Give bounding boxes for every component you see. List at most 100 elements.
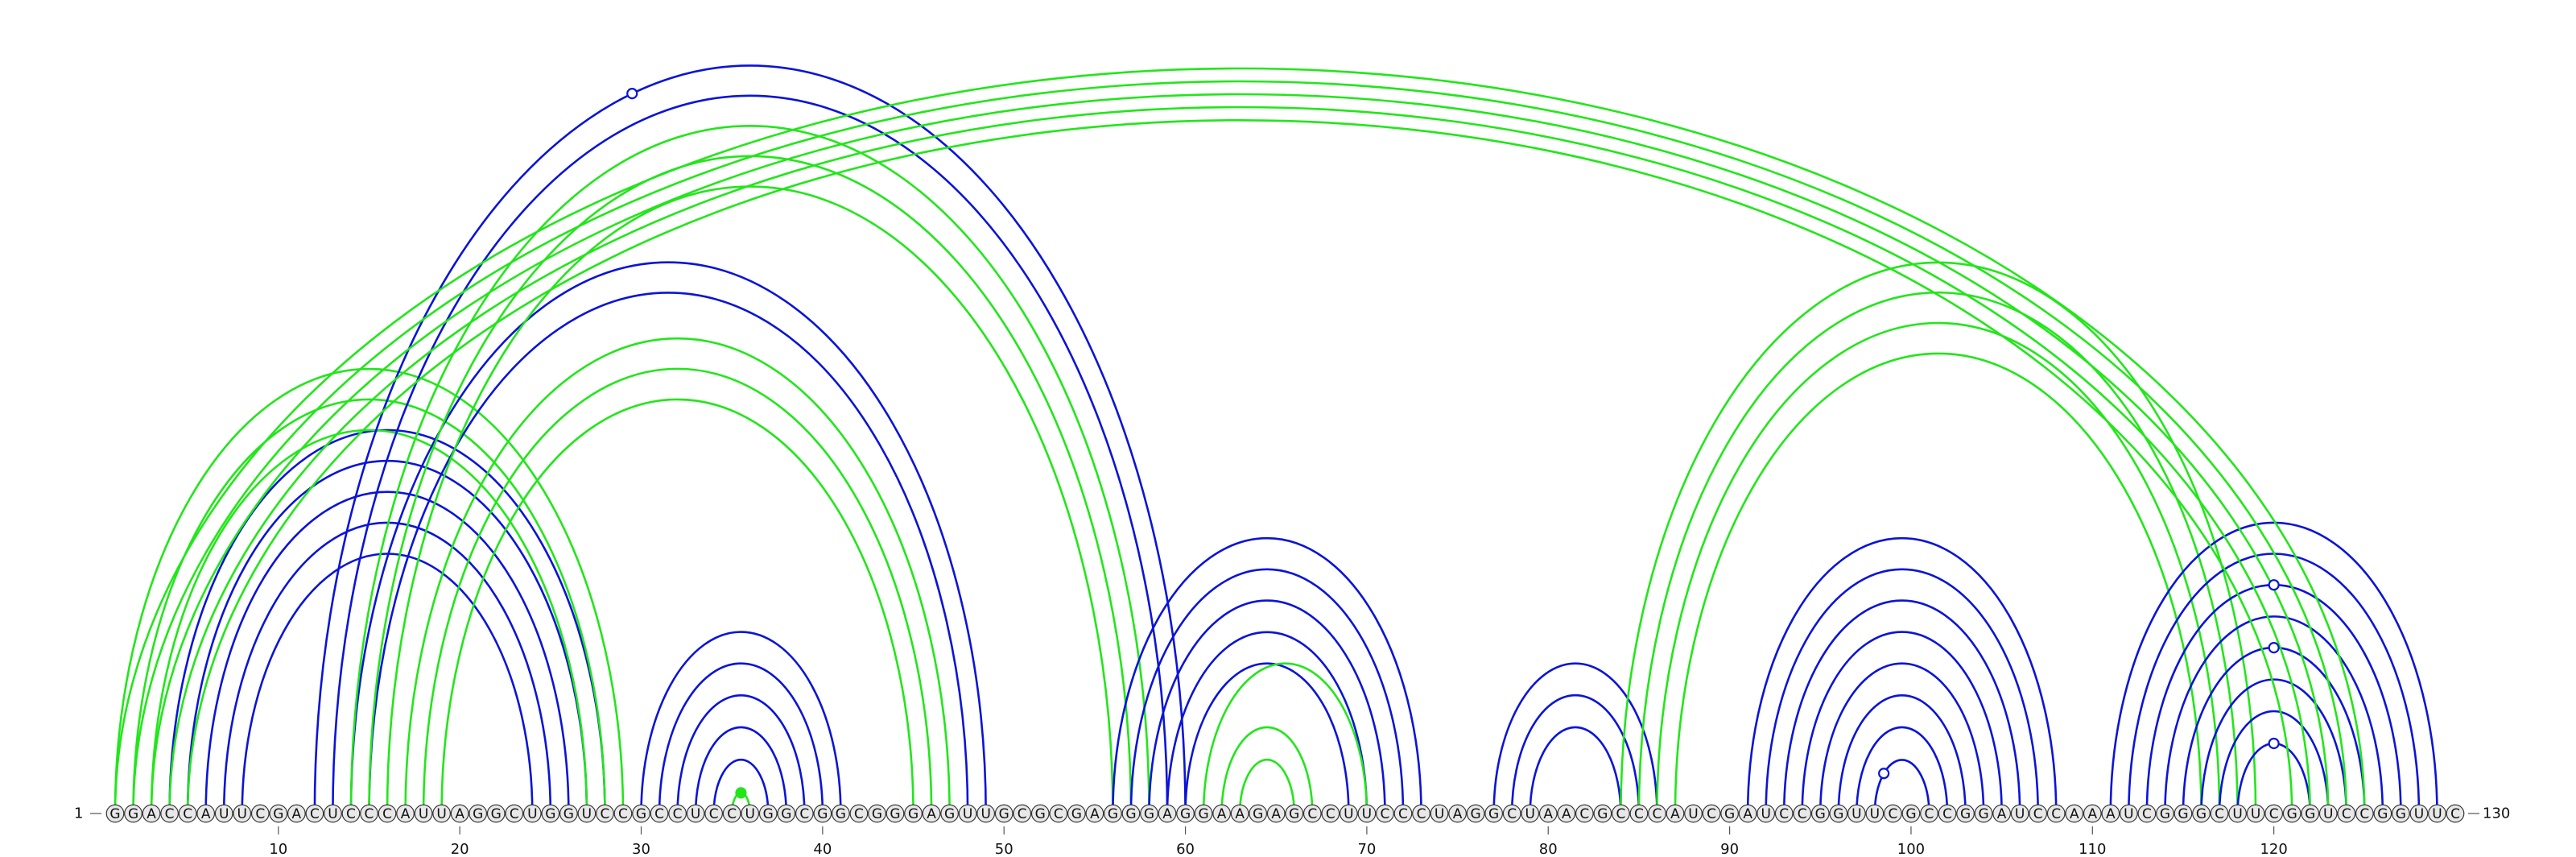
nucleotide-circle	[2174, 804, 2193, 823]
nucleotide-circle	[1466, 804, 1485, 823]
nucleotide: C	[795, 804, 814, 823]
nucleotide-letter: C	[854, 806, 864, 822]
nucleotide: U	[958, 804, 977, 823]
nucleotide-circle	[976, 804, 996, 823]
nucleotide-circle	[1249, 804, 1268, 823]
tick-label-10: 10	[269, 841, 287, 857]
nucleotide: G	[813, 804, 832, 823]
nucleotide-letter: U	[1870, 806, 1880, 822]
nucleotide: G	[886, 804, 905, 823]
arc-green-22	[422, 367, 933, 815]
nucleotide-letter: G	[1905, 806, 1916, 822]
nucleotide: G	[1194, 804, 1213, 823]
nucleotide-circle	[1176, 804, 1195, 823]
nucleotide-letter: G	[491, 806, 502, 822]
nucleotide-letter: A	[1217, 806, 1227, 822]
nucleotide-letter: G	[2178, 806, 2188, 822]
arc-green-18	[349, 125, 1150, 815]
nucleotide-letter: C	[1634, 806, 1644, 822]
nucleotide-letter: U	[2124, 806, 2133, 822]
nucleotide-circle	[668, 804, 687, 823]
nucleotide-letter: G	[1978, 806, 1988, 822]
nucleotide-circle	[360, 804, 378, 823]
nucleotide: G	[1285, 804, 1304, 823]
nucleotide-letter: U	[745, 806, 754, 822]
nucleotide-circle	[105, 804, 125, 823]
nucleotide-circle	[1412, 804, 1430, 823]
nucleotide-letter: A	[455, 806, 464, 822]
nucleotide: U	[976, 804, 996, 823]
nucleotide: C	[596, 804, 614, 823]
nucleotide: U	[324, 804, 342, 823]
nucleotide-letter: C	[1398, 806, 1408, 822]
nucleotide: C	[1774, 804, 1794, 823]
nucleotide-letter: A	[292, 806, 302, 822]
nucleotide: G	[994, 804, 1013, 823]
nucleotide-circle	[1774, 804, 1794, 823]
nucleotide-circle	[559, 804, 578, 823]
nucleotide: U	[2428, 804, 2446, 823]
nucleotide-letter: U	[1362, 806, 1372, 822]
nucleotide-circle	[1648, 804, 1666, 823]
nucleotide-circle	[1230, 804, 1249, 823]
nucleotide-circle	[2156, 804, 2174, 823]
nucleotide: U	[2228, 804, 2247, 823]
nucleotide-circle	[1974, 804, 1993, 823]
nucleotide: G	[1829, 804, 1848, 823]
tick-label-40: 40	[813, 841, 832, 857]
tick-label-110: 110	[2079, 841, 2106, 857]
nucleotide: G	[2192, 804, 2211, 823]
tick-label-100: 100	[1897, 841, 1925, 857]
nucleotide-letter: C	[1054, 806, 1063, 822]
nucleotide-circle	[1793, 804, 1812, 823]
nucleotide: U	[577, 804, 597, 823]
nucleotide: G	[1974, 804, 1993, 823]
nucleotide: C	[1884, 804, 1902, 823]
nucleotide-circle	[886, 804, 905, 823]
nucleotide-letter: A	[201, 806, 211, 822]
nucleotide-letter: U	[691, 806, 700, 822]
arc-blue-9	[658, 663, 824, 815]
nucleotide: G	[632, 804, 650, 823]
arc-blue-27	[1166, 631, 1368, 815]
nucleotide-letter: G	[109, 806, 120, 822]
arc-blue-54	[2236, 742, 2312, 815]
nucleotide-circle	[1612, 804, 1630, 823]
nucleotide: U	[1357, 804, 1377, 823]
arc-blue-40	[1765, 568, 2039, 815]
arc-green-23	[442, 400, 914, 814]
nucleotide-letter: C	[1653, 806, 1662, 822]
nucleotide-circle	[2083, 804, 2102, 823]
nucleotide-letter: G	[1960, 806, 1971, 822]
nucleotide: G	[469, 804, 488, 823]
nucleotide-letter: U	[1761, 806, 1770, 822]
nucleotide-circle	[287, 804, 306, 823]
nucleotide-circle	[2210, 804, 2229, 823]
nucleotide: U	[1847, 804, 1866, 823]
nucleotide-letter: U	[436, 806, 446, 822]
nucleotide-letter: G	[944, 806, 955, 822]
nucleotide-circle	[250, 804, 270, 823]
nucleotide-letter: C	[1307, 806, 1317, 822]
nucleotide-circle	[2373, 804, 2392, 823]
nucleotide: C	[1502, 804, 1521, 823]
tick-label-120: 120	[2260, 841, 2287, 857]
nucleotide-letter: G	[1108, 806, 1118, 822]
nucleotide-letter: C	[2269, 806, 2279, 822]
arc-blue-17	[368, 291, 969, 815]
nucleotide-circle	[2318, 804, 2338, 823]
nucleotide-letter: G	[1144, 806, 1154, 822]
tick-label-20: 20	[451, 841, 469, 857]
arc-marker-4	[2268, 642, 2280, 654]
nucleotide-circle	[1067, 804, 1086, 823]
nucleotide-circle	[2228, 804, 2247, 823]
nucleotide-circle	[2446, 804, 2465, 823]
arc-green-57	[150, 93, 2330, 815]
nucleotide-circle	[904, 804, 923, 823]
nucleotide: A	[922, 804, 941, 823]
nucleotide-circle	[1666, 804, 1685, 823]
nucleotide-circle	[124, 804, 142, 823]
nucleotide-circle	[1810, 804, 1830, 823]
nucleotide-circle	[613, 804, 633, 823]
